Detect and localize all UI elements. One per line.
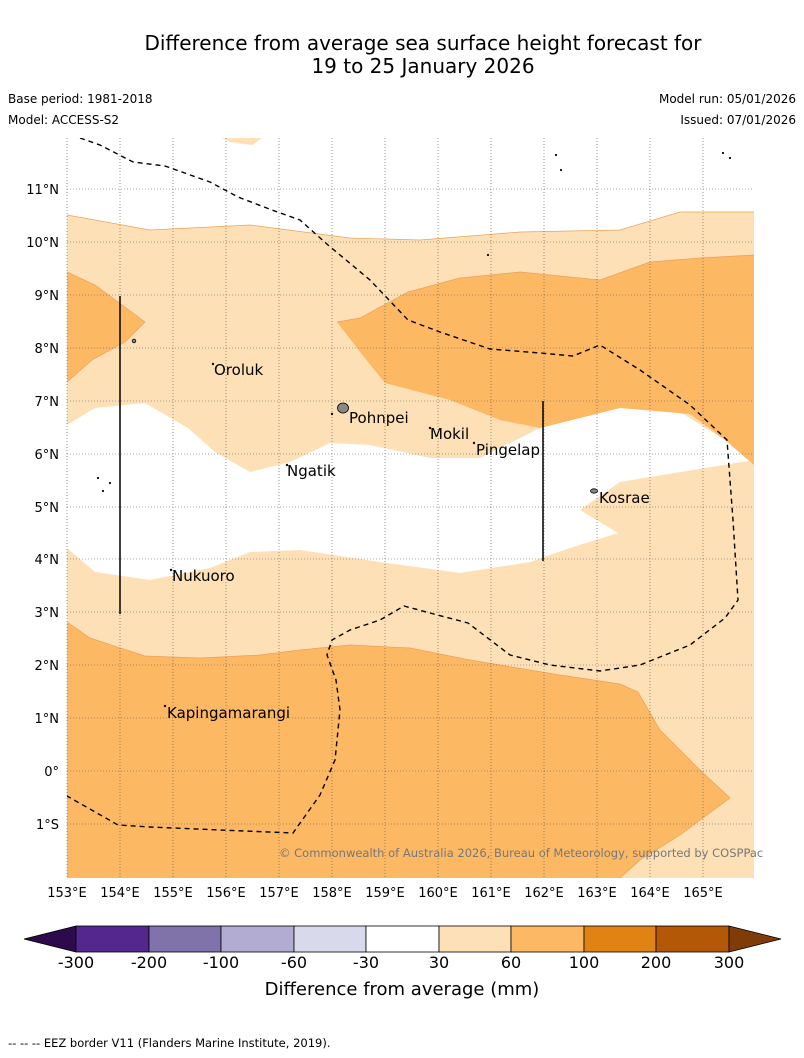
lat-label: 4°N bbox=[35, 553, 60, 568]
issued-date: Issued: 07/01/2026 bbox=[680, 113, 796, 127]
place-label-mokil: Mokil bbox=[430, 425, 469, 443]
lat-label: 7°N bbox=[35, 395, 60, 410]
contour-60-100-south bbox=[67, 622, 730, 878]
place-label-nukuoro: Nukuoro bbox=[172, 567, 235, 585]
lat-label: 10°N bbox=[26, 236, 59, 251]
colorbar-tick: -100 bbox=[203, 953, 239, 972]
longitude-axis: 153°E 154°E 155°E 156°E 157°E 158°E 159°… bbox=[47, 886, 723, 901]
copyright-notice: © Commonwealth of Australia 2026, Bureau… bbox=[279, 846, 763, 860]
lat-label: 8°N bbox=[35, 342, 60, 357]
place-label-kosrae: Kosrae bbox=[599, 489, 650, 507]
colorbar-segment bbox=[365, 925, 440, 953]
lat-label: 2°N bbox=[35, 659, 60, 674]
colorbar-segment bbox=[438, 925, 512, 953]
lon-label: 163°E bbox=[577, 886, 617, 901]
place-label-ngatik: Ngatik bbox=[287, 462, 336, 480]
lat-label: 0° bbox=[44, 765, 59, 780]
colorbar-tick: 100 bbox=[569, 953, 600, 972]
contour-lines bbox=[67, 211, 754, 878]
lat-label: 1°S bbox=[36, 818, 59, 833]
lat-label: 6°N bbox=[35, 448, 60, 463]
lon-label: 164°E bbox=[630, 886, 670, 901]
colorbar-segment bbox=[75, 925, 150, 953]
kosrae-island-shape bbox=[590, 488, 598, 494]
lon-label: 155°E bbox=[153, 886, 193, 901]
colorbar-extend-high bbox=[728, 925, 782, 953]
gridlines bbox=[66, 138, 754, 878]
lon-label: 154°E bbox=[100, 886, 140, 901]
colorbar-segment bbox=[510, 925, 585, 953]
latitude-axis: 11°N 10°N 9°N 8°N 7°N 6°N 5°N 4°N 3°N 2°… bbox=[26, 183, 59, 833]
pohnpei-island-shape bbox=[337, 402, 349, 414]
model-run: Model run: 05/01/2026 bbox=[658, 92, 796, 106]
colorbar-tick: 30 bbox=[429, 953, 449, 972]
title-line-1: Difference from average sea surface heig… bbox=[144, 31, 702, 55]
colorbar-tick: -200 bbox=[131, 953, 167, 972]
colorbar-tick: -30 bbox=[353, 953, 379, 972]
contour-60-100-central bbox=[337, 255, 754, 465]
lat-label: 9°N bbox=[35, 289, 60, 304]
lat-label: 11°N bbox=[26, 183, 59, 198]
lon-label: 161°E bbox=[471, 886, 511, 901]
colorbar-tick: -300 bbox=[58, 953, 94, 972]
map-title: Difference from average sea surface heig… bbox=[0, 32, 804, 78]
lon-label: 159°E bbox=[365, 886, 405, 901]
model-name: Model: ACCESS-S2 bbox=[8, 113, 120, 127]
colorbar-ticks: -300 -200 -100 -60 -30 30 60 100 200 300 bbox=[58, 953, 744, 972]
colorbar-tick: 300 bbox=[714, 953, 745, 972]
colorbar-segment bbox=[148, 925, 222, 953]
map-area bbox=[67, 138, 754, 878]
place-label-pohnpei: Pohnpei bbox=[349, 409, 409, 427]
lon-label: 160°E bbox=[418, 886, 458, 901]
base-period: Base period: 1981-2018 bbox=[8, 92, 153, 106]
place-labels: Oroluk Pohnpei Mokil Pingelap Ngatik Kos… bbox=[167, 361, 650, 722]
place-label-kapingamarangi: Kapingamarangi bbox=[167, 704, 290, 722]
lon-label: 162°E bbox=[524, 886, 564, 901]
contour-30-60-top bbox=[222, 138, 262, 145]
colorbar-extend-low bbox=[23, 925, 77, 953]
lon-label: 158°E bbox=[312, 886, 352, 901]
lon-label: 156°E bbox=[206, 886, 246, 901]
colorbar-tick: -60 bbox=[281, 953, 307, 972]
lat-label: 5°N bbox=[35, 501, 60, 516]
title-line-2: 19 to 25 January 2026 bbox=[311, 54, 535, 78]
lon-label: 165°E bbox=[683, 886, 723, 901]
colorbar-title: Difference from average (mm) bbox=[265, 979, 540, 1000]
colorbar-segment bbox=[583, 925, 657, 953]
colorbar-segment bbox=[293, 925, 367, 953]
lat-label: 1°N bbox=[35, 712, 60, 727]
eez-legend-note: -- -- -- EEZ border V11 (Flanders Marine… bbox=[8, 1036, 331, 1050]
place-label-oroluk: Oroluk bbox=[214, 361, 263, 379]
lon-label: 153°E bbox=[47, 886, 87, 901]
lon-label: 157°E bbox=[259, 886, 299, 901]
colorbar-tick: 200 bbox=[641, 953, 672, 972]
colorbar-tick: 60 bbox=[501, 953, 521, 972]
islands bbox=[96, 151, 732, 708]
islet-west-shape bbox=[131, 338, 137, 344]
lat-label: 3°N bbox=[35, 606, 60, 621]
colorbar: -300 -200 -100 -60 -30 30 60 100 200 300… bbox=[23, 925, 782, 1000]
eez-border bbox=[67, 138, 739, 834]
colorbar-segment bbox=[655, 925, 730, 953]
contour-60-100-west bbox=[67, 272, 145, 382]
place-label-pingelap: Pingelap bbox=[476, 441, 540, 459]
colorbar-segment bbox=[220, 925, 295, 953]
